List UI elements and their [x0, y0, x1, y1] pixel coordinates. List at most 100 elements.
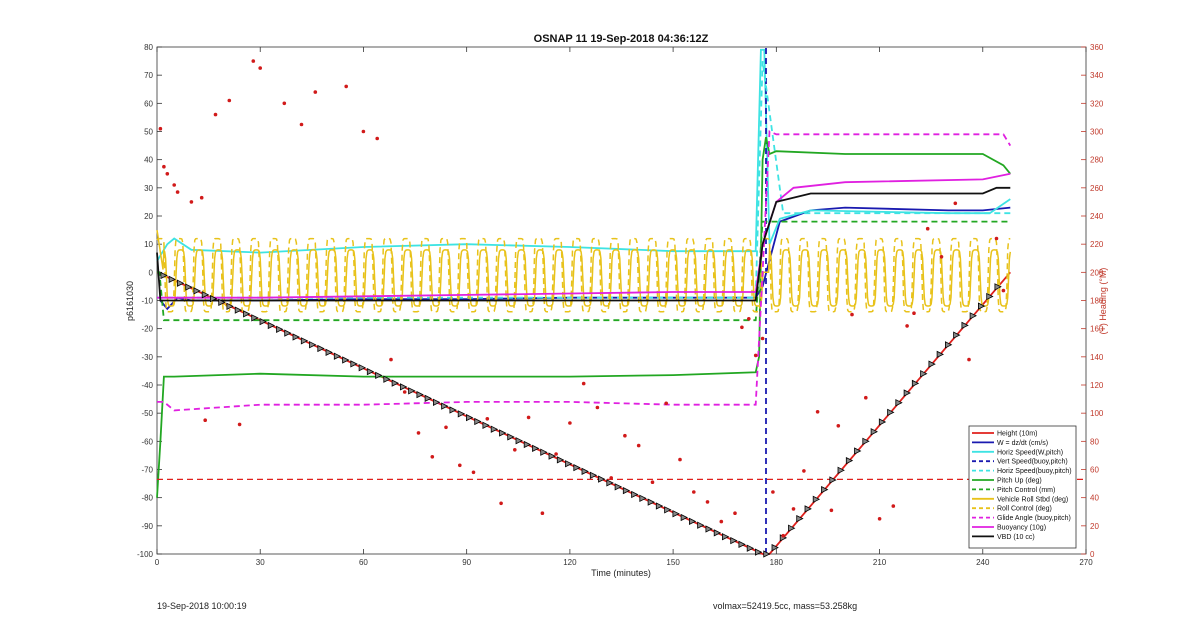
dive-marker — [936, 350, 944, 359]
heading-point — [650, 480, 655, 485]
y2-tick-label: 180 — [1090, 297, 1104, 306]
dive-marker — [771, 543, 779, 552]
dive-marker — [210, 294, 218, 303]
y2-tick-label: 40 — [1090, 494, 1099, 503]
y-tick-label: 80 — [144, 43, 153, 52]
heading-point — [199, 195, 204, 200]
y-tick-label: -30 — [141, 353, 153, 362]
heading-point — [361, 129, 366, 134]
dive-marker — [746, 544, 755, 552]
x-tick-label: 60 — [359, 558, 368, 567]
dive-marker — [961, 321, 969, 330]
dive-marker — [532, 444, 540, 453]
heading-point — [471, 470, 476, 475]
heading-point — [791, 507, 796, 511]
dive-marker — [499, 429, 507, 437]
y-tick-label: 60 — [144, 99, 153, 108]
series-line-6 — [157, 220, 1011, 322]
dive-marker — [862, 437, 870, 445]
dive-marker — [284, 329, 292, 337]
dive-marker — [689, 517, 697, 526]
series-line-8 — [156, 237, 1011, 313]
y-tick-label: -80 — [141, 494, 153, 503]
y2-tick-label: 340 — [1090, 71, 1104, 80]
heading-point — [994, 236, 999, 241]
dive-marker — [375, 371, 383, 380]
heading-point — [967, 357, 971, 362]
series-line-11 — [156, 186, 1011, 302]
x-tick-label: 0 — [155, 558, 160, 567]
dive-marker — [837, 466, 845, 474]
dive-marker — [267, 321, 276, 330]
plot-area: 0 30 60 90 120 150 180 210 240 270-100-90-80-70-6… — [137, 43, 1104, 567]
series-line-2 — [156, 48, 1011, 262]
heading-point — [513, 448, 517, 452]
dive-marker — [845, 456, 854, 465]
dive-marker — [978, 302, 986, 310]
dive-marker — [276, 325, 284, 333]
dive-marker — [201, 291, 210, 299]
heading-point — [172, 183, 176, 187]
dive-marker — [333, 352, 342, 360]
dive-marker — [647, 498, 655, 506]
dive-marker — [515, 437, 523, 445]
y2-tick-label: 80 — [1090, 437, 1099, 446]
dive-marker — [854, 447, 862, 455]
heading-point — [258, 66, 263, 70]
heading-point — [344, 84, 349, 89]
heading-point — [864, 395, 868, 400]
y2-tick-label: 280 — [1090, 156, 1104, 165]
x-axis-label: Time (minutes) — [591, 568, 651, 578]
dive-marker — [243, 310, 251, 318]
y-tick-label: 0 — [149, 268, 154, 277]
dive-marker — [614, 483, 622, 491]
dive-marker — [606, 479, 614, 487]
heading-point — [747, 317, 751, 321]
dive-marker — [251, 314, 259, 322]
heading-point — [912, 311, 916, 316]
heading-point — [227, 98, 232, 103]
legend-label: Pitch Up (deg) — [997, 478, 1042, 485]
x-tick-label: 30 — [256, 558, 265, 567]
heading-point — [771, 490, 775, 494]
heading-point — [430, 455, 435, 459]
dive-marker — [391, 379, 399, 387]
y2-tick-label: 320 — [1090, 99, 1104, 108]
dive-marker — [969, 312, 977, 320]
dive-marker — [953, 331, 961, 339]
dive-marker — [622, 486, 631, 495]
dive-marker — [573, 463, 581, 472]
y-tick-label: -50 — [141, 409, 153, 418]
dive-marker — [581, 467, 589, 476]
legend-label: Glide Angle (buoy,pitch) — [997, 515, 1071, 522]
dive-marker — [490, 425, 499, 433]
heading-point — [939, 254, 944, 259]
dive-marker — [177, 279, 185, 287]
dive-marker — [350, 360, 358, 368]
heading-point — [905, 324, 909, 328]
heading-point — [802, 469, 806, 473]
x-tick-label: 120 — [563, 558, 577, 567]
heading-point — [781, 533, 785, 538]
dive-marker — [829, 476, 837, 484]
legend-label: Vehicle Roll Stbd (deg) — [997, 496, 1068, 503]
y-tick-label: -100 — [137, 550, 154, 559]
dive-marker — [292, 333, 300, 341]
y2-tick-label: 240 — [1090, 212, 1104, 221]
heading-point — [175, 190, 180, 194]
dive-marker — [812, 495, 821, 503]
heading-point — [581, 381, 586, 386]
x-tick-label: 180 — [770, 558, 784, 567]
legend-label: Pitch Control (mm) — [997, 487, 1055, 494]
heading-point — [189, 200, 194, 204]
heading-point — [953, 201, 958, 206]
dive-marker — [342, 356, 350, 364]
dive-marker — [507, 433, 515, 441]
dive-marker — [589, 471, 598, 479]
heading-point — [299, 122, 304, 127]
y2-tick-label: 120 — [1090, 381, 1104, 390]
heading-point — [554, 452, 558, 456]
series-line-7 — [156, 229, 1012, 307]
heading-point — [609, 476, 613, 480]
y-tick-label: -90 — [141, 522, 153, 531]
